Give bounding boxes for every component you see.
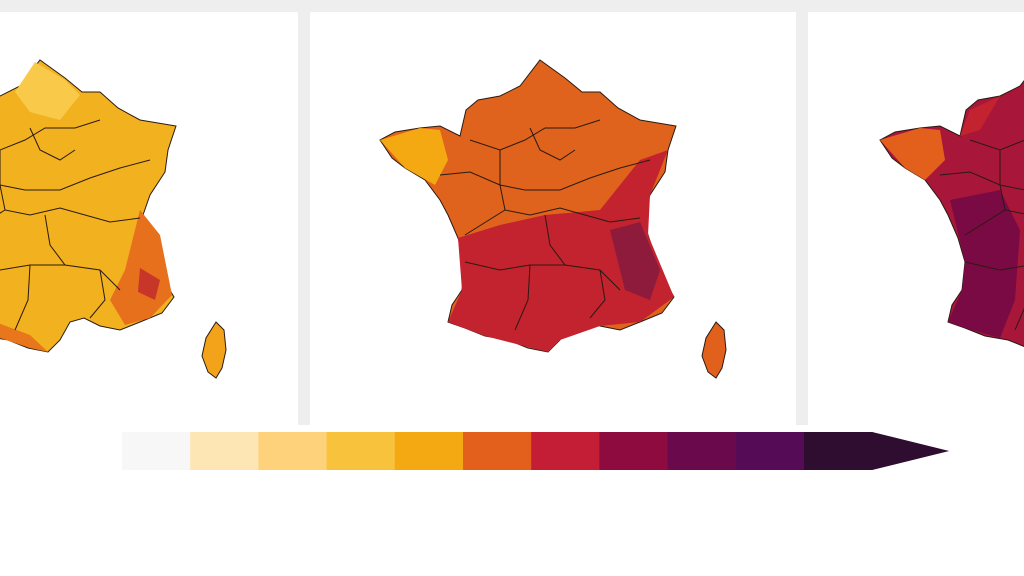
top-bar — [0, 0, 1024, 12]
colorbar-swatch — [326, 432, 396, 470]
colorbar-swatch — [599, 432, 669, 470]
colorbar-swatch — [190, 432, 259, 470]
panel-divider — [298, 0, 310, 425]
colorbar-extension — [872, 432, 950, 470]
map-panel-1 — [0, 59, 227, 379]
colorbar-swatch — [394, 432, 464, 470]
map-panel-3 — [879, 59, 1024, 353]
panel-divider — [796, 0, 808, 425]
colorbar-swatch — [667, 432, 737, 470]
colorbar-swatch — [258, 432, 328, 470]
colorbar-swatch — [531, 432, 600, 470]
colorbar-swatch — [735, 432, 805, 470]
colorbar-swatch — [804, 432, 873, 470]
colorbar-swatch — [122, 432, 191, 470]
map-panel-2 — [379, 59, 727, 379]
colorbar — [122, 432, 950, 470]
colorbar-swatch — [463, 432, 532, 470]
